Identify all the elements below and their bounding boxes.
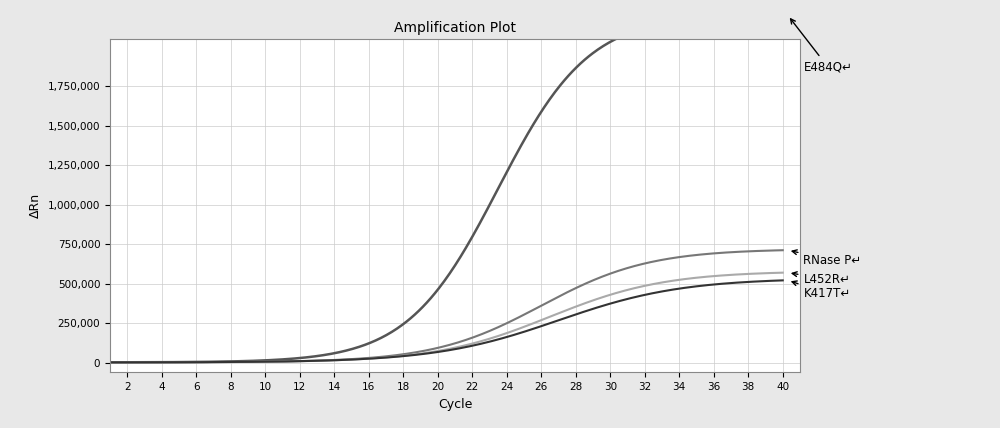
Text: RNase P↵: RNase P↵ [792,250,862,267]
Text: L452R↵: L452R↵ [792,272,850,285]
Y-axis label: ΔRn: ΔRn [29,193,42,218]
Text: E484Q↵: E484Q↵ [791,19,852,74]
Title: Amplification Plot: Amplification Plot [394,21,516,35]
Text: K417T↵: K417T↵ [792,281,851,300]
X-axis label: Cycle: Cycle [438,398,472,410]
